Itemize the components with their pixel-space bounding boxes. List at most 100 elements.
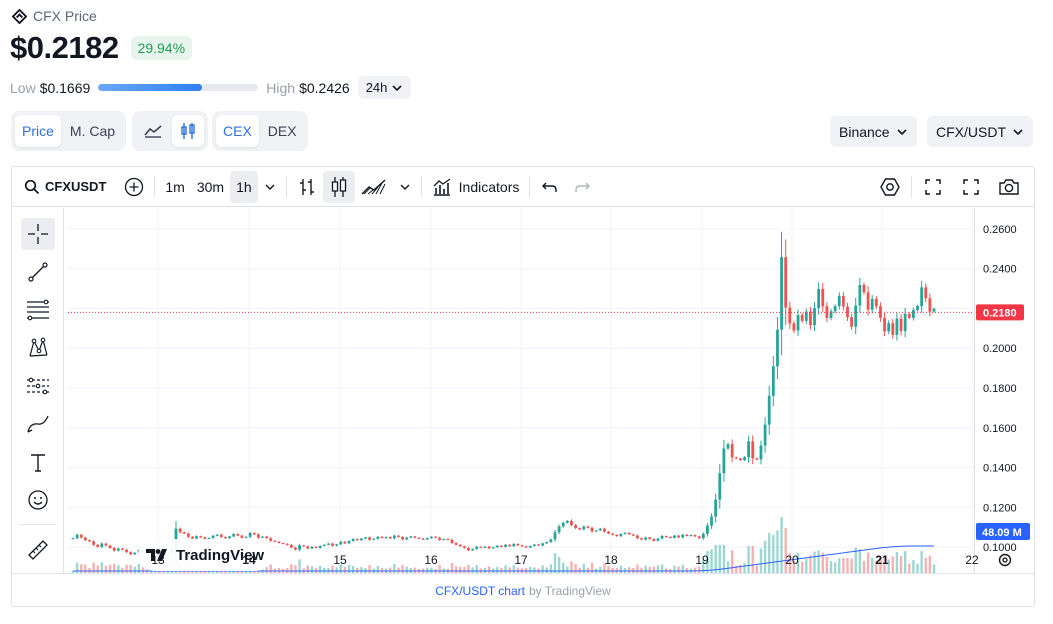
volume-bar	[883, 554, 886, 573]
indicators-button[interactable]: Indicators	[426, 171, 526, 203]
candle-body	[236, 534, 240, 536]
candle-body	[88, 540, 91, 542]
candle-body	[252, 533, 256, 535]
volume-bar	[747, 546, 750, 573]
candle-body	[607, 531, 610, 534]
candle-body	[397, 535, 400, 537]
candle-body	[186, 533, 190, 537]
metric-toggle: Price M. Cap	[11, 111, 127, 151]
chart-attribution-link[interactable]: CFX/USDT chart	[435, 584, 525, 598]
candle-body	[450, 539, 454, 543]
line-view-button[interactable]	[136, 115, 170, 147]
candle-body	[887, 323, 891, 332]
price-tab[interactable]: Price	[15, 115, 61, 147]
candle-body	[483, 546, 487, 548]
maximize-button[interactable]	[954, 171, 988, 203]
settings-icon	[880, 177, 900, 196]
pair-select[interactable]: CFX/USDT	[927, 116, 1033, 147]
volume-bar	[722, 545, 726, 573]
chart-type-toggle	[132, 111, 208, 151]
candle-body	[895, 318, 899, 335]
volume-bar	[912, 560, 915, 573]
interval-1m[interactable]: 1m	[165, 178, 185, 195]
candle-body	[269, 538, 273, 541]
chart-settings-button[interactable]	[873, 171, 907, 203]
time-tick-label: 15	[333, 553, 347, 567]
forecast-tool[interactable]	[21, 370, 55, 402]
cex-tab[interactable]: CEX	[216, 115, 259, 147]
crosshair-tool[interactable]	[21, 218, 55, 250]
candle-body	[574, 525, 577, 529]
time-tick-label: 18	[604, 553, 618, 567]
volume-bar	[335, 567, 338, 573]
chart-style-menu-button[interactable]	[393, 171, 417, 203]
fullscreen-button[interactable]	[916, 171, 950, 203]
volume-bar	[413, 567, 417, 573]
fib-tool[interactable]	[21, 294, 55, 326]
candle-body	[417, 537, 421, 539]
area-style-button[interactable]	[355, 171, 393, 203]
exchange-select[interactable]: Binance	[830, 116, 917, 147]
symbol-search-button[interactable]: CFXUSDT	[18, 171, 112, 203]
coin-title: CFX Price	[12, 8, 97, 24]
candle-body	[623, 532, 627, 535]
chart-toolbar: CFXUSDT 1m 30m 1h Indicators	[12, 167, 1034, 207]
brush-tool[interactable]	[21, 408, 55, 440]
candle-body	[467, 547, 470, 551]
candle-body	[331, 543, 334, 546]
tradingview-watermark[interactable]: TradingView	[138, 539, 273, 571]
volume-bar	[903, 551, 907, 573]
dex-tab[interactable]: DEX	[267, 123, 297, 139]
candle-body	[178, 528, 182, 533]
ruler-tool[interactable]	[21, 534, 55, 566]
interval-1h[interactable]: 1h	[230, 170, 258, 203]
undo-button[interactable]	[534, 171, 566, 203]
fullscreen-icon	[925, 178, 941, 195]
redo-button[interactable]	[566, 171, 598, 203]
volume-bar	[586, 567, 590, 573]
candle-body	[376, 536, 380, 539]
volume-bar	[376, 566, 380, 573]
candle-body	[537, 544, 540, 546]
market-cap-tab[interactable]: M. Cap	[69, 123, 116, 139]
bars-style-button[interactable]	[291, 171, 323, 203]
volume-bar	[743, 563, 746, 573]
candle-body	[479, 546, 483, 548]
pattern-tool[interactable]	[21, 332, 55, 364]
volume-bar	[862, 560, 866, 573]
candles-style-button[interactable]	[322, 170, 355, 203]
candle-body	[734, 457, 738, 459]
volume-bar	[763, 540, 767, 573]
candle-body	[648, 537, 652, 539]
candle-body	[191, 536, 194, 539]
compare-button[interactable]	[118, 171, 150, 203]
volume-bar	[566, 566, 569, 573]
volume-bar	[619, 565, 623, 573]
snapshot-button[interactable]	[992, 171, 1026, 203]
exchange-label: Binance	[839, 123, 890, 140]
emoji-tool[interactable]	[21, 484, 55, 516]
volume-bar	[908, 563, 911, 573]
volume-bar	[471, 567, 474, 573]
pattern-icon	[29, 337, 48, 357]
candle-body	[520, 545, 524, 547]
volume-tag-label: 48.09 M	[982, 527, 1022, 539]
text-tool[interactable]	[21, 446, 55, 478]
volume-bar	[487, 566, 491, 573]
candle-view-button[interactable]	[172, 115, 204, 147]
candle-body	[681, 534, 685, 538]
candle-body	[809, 311, 812, 326]
candle-body	[116, 548, 120, 551]
trend-line-tool[interactable]	[21, 256, 55, 288]
interval-menu-button[interactable]	[258, 171, 282, 203]
interval-30m[interactable]: 30m	[196, 178, 225, 195]
volume-bar	[871, 557, 874, 573]
camera-icon	[999, 178, 1019, 195]
candle-body	[108, 545, 112, 548]
volume-bar	[739, 564, 742, 573]
chart-plot-area[interactable]: TradingView	[68, 208, 974, 573]
volume-bar	[759, 548, 763, 573]
candle-body	[454, 542, 458, 545]
price-axis[interactable]: 0.26000.24000.22000.20000.18000.16000.14…	[974, 208, 1034, 573]
range-period-select[interactable]: 24h	[357, 76, 412, 99]
